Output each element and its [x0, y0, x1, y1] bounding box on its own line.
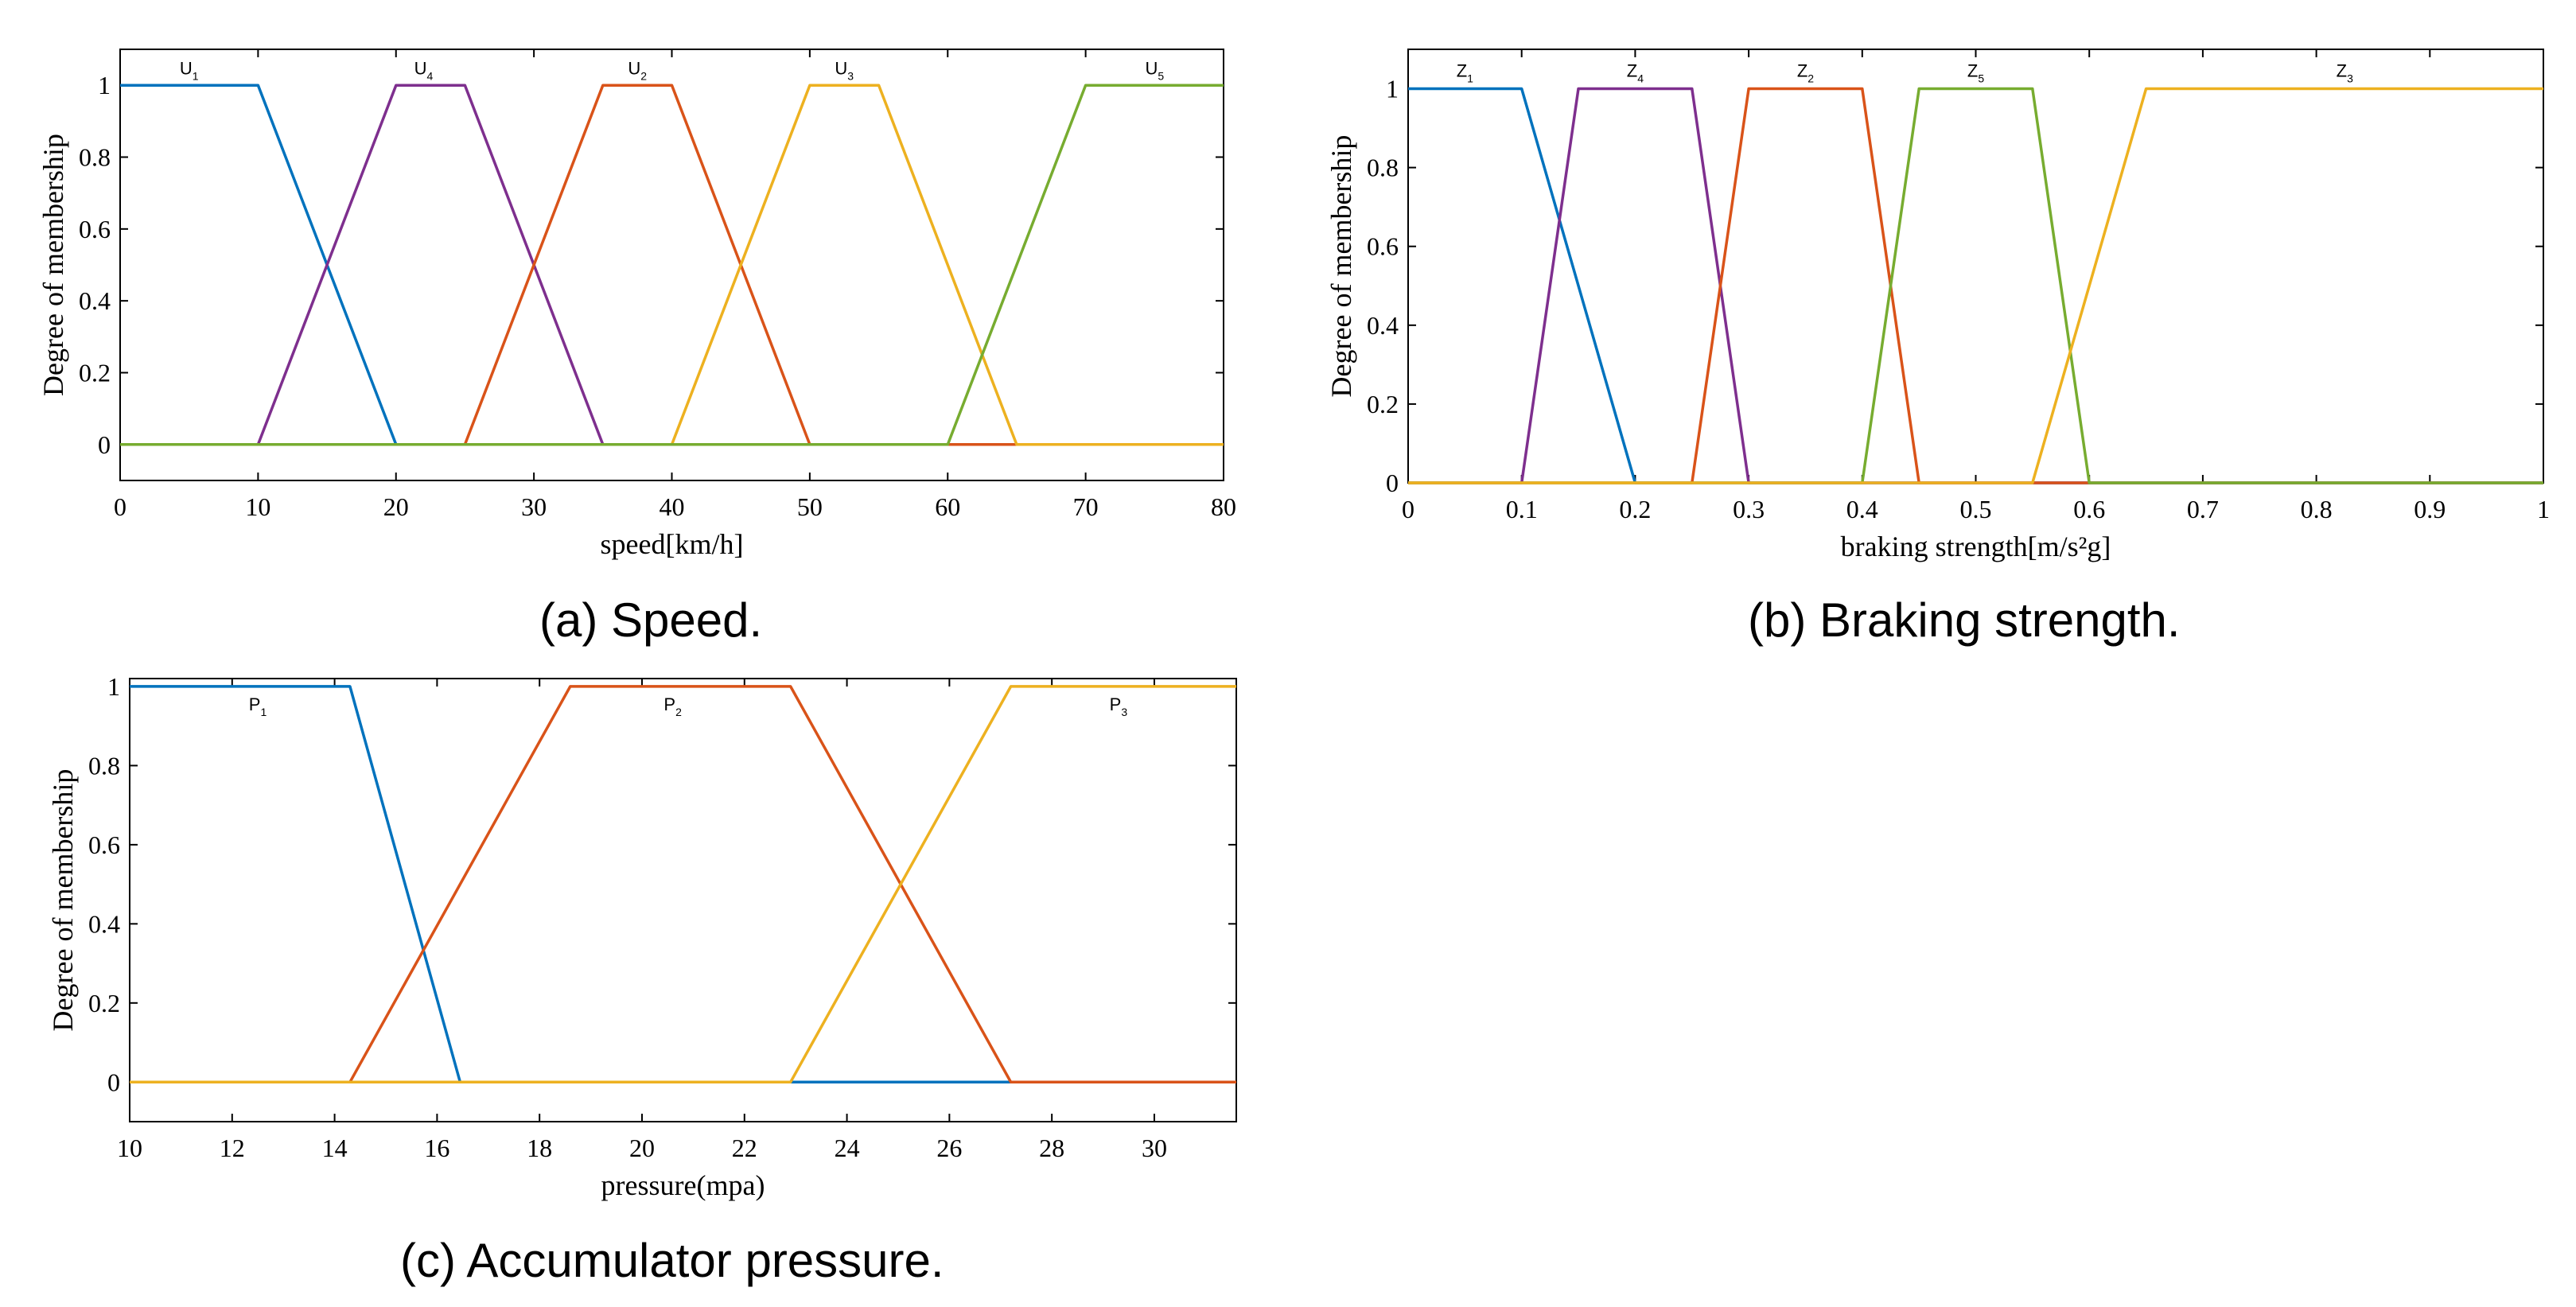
chart-speed: 0 10 20 30 40 50 60 70 80 0 0.2 0.4 0.6 0.8 1 U1 U4 U2 U3 U… [37, 49, 1236, 560]
series-line-u4 [120, 84, 1224, 446]
y-tick-label: 0.6 [1367, 232, 1399, 261]
curve-label-z3: Z3 [2337, 61, 2353, 85]
curve-label-u4: U4 [414, 59, 434, 83]
chart-braking: 0 0.1 0.2 0.3 0.4 0.5 0.6 0.7 0.8 0.9 1 0 0.2 0.4 0.6 0… [1325, 49, 2550, 562]
y-tick-label: 0 [1386, 469, 1399, 497]
curve-label-p3: P3 [1110, 694, 1128, 718]
x-tick-label: 10 [117, 1134, 142, 1162]
caption-braking: (b) Braking strength. [1748, 593, 2181, 647]
series-line-z3 [1408, 87, 2543, 484]
x-tick-label: 0 [1402, 495, 1414, 523]
series-line-p3 [130, 685, 1236, 1084]
series-line-p1 [130, 685, 1236, 1084]
series-line-z1 [1408, 87, 2543, 484]
x-tick-label: 0.5 [1960, 495, 1992, 523]
curve-label-z2: Z2 [1797, 61, 1814, 85]
x-axis-title: braking strength[m/s²g] [1841, 531, 2111, 562]
y-tick-label: 0.4 [1367, 311, 1399, 340]
series-line-p2 [130, 685, 1236, 1084]
x-tick-label: 0.4 [1846, 495, 1878, 523]
series-line-u1 [120, 84, 1224, 446]
y-tick-label: 0.8 [79, 143, 111, 172]
y-axis-title: Degree of membership [37, 134, 69, 396]
x-tick-label: 10 [245, 492, 270, 521]
curve-label-u5: U5 [1145, 59, 1164, 83]
y-axis-title: Degree of membership [1325, 135, 1357, 398]
x-tick-label: 0.3 [1733, 495, 1765, 523]
curve-label-p1: P1 [249, 694, 267, 718]
plot-frame [129, 678, 1237, 1122]
curve-label-z1: Z1 [1457, 61, 1473, 85]
caption-speed: (a) Speed. [539, 593, 763, 647]
y-tick-label: 0 [98, 430, 111, 459]
y-tick-label: 1 [1386, 75, 1399, 103]
x-tick-label: 12 [220, 1134, 245, 1162]
x-tick-label: 50 [797, 492, 823, 521]
series-line-u5 [120, 84, 1224, 446]
y-tick-label: 1 [98, 71, 111, 99]
series-line-u3 [120, 84, 1224, 446]
y-tick-label: 0.8 [1367, 154, 1399, 182]
x-tick-label: 24 [835, 1134, 860, 1162]
curve-label-z5: Z5 [1967, 61, 1984, 85]
curve-label-u2: U2 [628, 59, 647, 83]
x-tick-label: 60 [935, 492, 960, 521]
x-tick-label: 30 [521, 492, 547, 521]
x-tick-label: 16 [424, 1134, 449, 1162]
x-tick-label: 0.9 [2414, 495, 2446, 523]
x-axis-title: speed[km/h] [601, 528, 744, 560]
caption-pressure: (c) Accumulator pressure. [400, 1234, 944, 1287]
x-axis-title: pressure(mpa) [601, 1169, 765, 1201]
x-tick-label: 0.7 [2187, 495, 2219, 523]
y-tick-label: 0.6 [79, 215, 111, 243]
curve-label-u3: U3 [835, 59, 854, 83]
x-tick-label: 40 [660, 492, 685, 521]
plot-frame [119, 49, 1224, 481]
x-tick-label: 0.8 [2301, 495, 2333, 523]
x-tick-label: 80 [1211, 492, 1236, 521]
x-tick-label: 14 [322, 1134, 348, 1162]
x-tick-label: 30 [1142, 1134, 1167, 1162]
x-tick-label: 0.2 [1619, 495, 1651, 523]
x-tick-label: 70 [1073, 492, 1099, 521]
curve-label-p2: P2 [663, 694, 682, 718]
y-tick-label: 0.2 [1367, 390, 1399, 418]
y-tick-label: 1 [107, 672, 120, 701]
y-tick-label: 0.2 [88, 989, 120, 1017]
x-tick-label: 20 [629, 1134, 655, 1162]
y-tick-label: 0 [107, 1068, 120, 1096]
curve-label-z4: Z4 [1627, 61, 1644, 85]
x-tick-label: 0.6 [2073, 495, 2105, 523]
y-tick-label: 0.6 [88, 830, 120, 859]
plot-frame [1407, 49, 2544, 484]
x-tick-label: 18 [527, 1134, 552, 1162]
y-tick-label: 0.2 [79, 359, 111, 387]
x-tick-label: 1 [2537, 495, 2550, 523]
x-tick-label: 20 [383, 492, 409, 521]
x-tick-label: 22 [732, 1134, 757, 1162]
y-tick-label: 0.4 [88, 909, 120, 938]
y-tick-label: 0.4 [79, 286, 111, 315]
y-tick-label: 0.8 [88, 751, 120, 780]
y-axis-title: Degree of membership [47, 769, 79, 1032]
x-tick-label: 28 [1039, 1134, 1064, 1162]
x-tick-label: 26 [936, 1134, 962, 1162]
series-line-u2 [120, 84, 1224, 446]
x-tick-label: 0 [114, 492, 126, 521]
curve-label-u1: U1 [180, 59, 199, 83]
chart-pressure: 10 12 14 16 18 20 22 24 26 28 30 0 0.2 0.4 0.6 0.8 1 P1 P2… [47, 672, 1237, 1201]
x-tick-label: 0.1 [1506, 495, 1538, 523]
